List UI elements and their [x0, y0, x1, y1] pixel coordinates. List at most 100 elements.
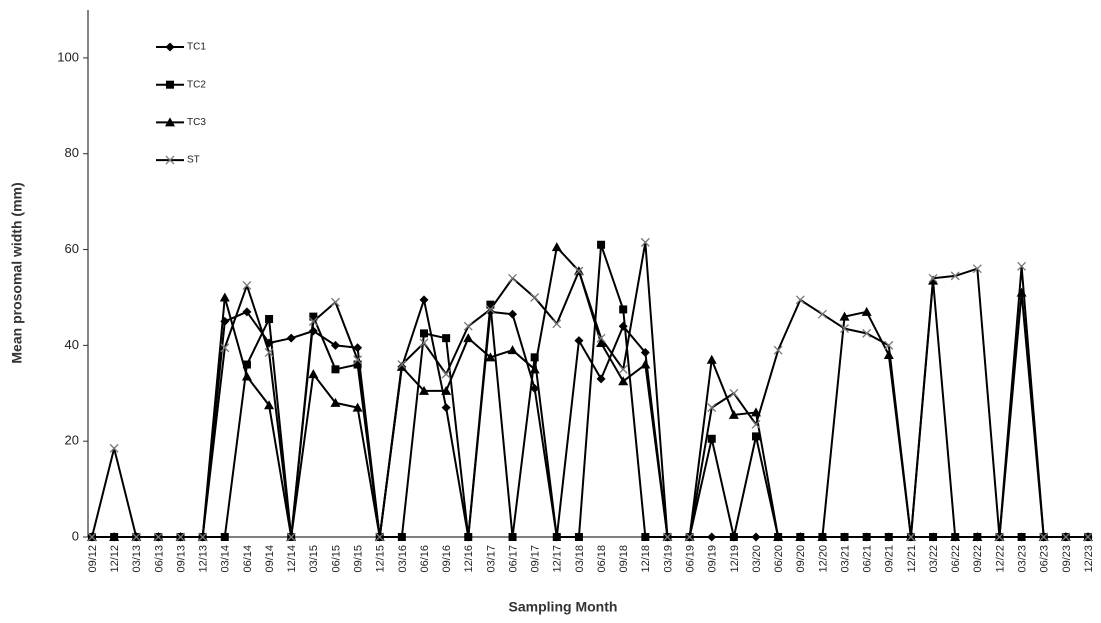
data-point [597, 240, 606, 249]
data-point [530, 383, 540, 393]
data-point [485, 304, 495, 314]
x-tick-label: 09/17 [530, 545, 542, 573]
x-tick-label: 09/13 [175, 545, 187, 573]
data-point [131, 532, 141, 542]
x-tick-label: 09/23 [1061, 545, 1073, 573]
data-point [618, 376, 629, 386]
data-point [707, 434, 716, 443]
data-point [773, 532, 784, 541]
data-point [950, 532, 961, 541]
x-tick-label: 12/21 [906, 545, 918, 573]
legend-marker [165, 155, 175, 165]
data-point [508, 309, 518, 319]
data-point [397, 360, 407, 369]
legend-label: ST [187, 155, 200, 166]
data-point [640, 237, 650, 247]
data-point [353, 343, 363, 353]
data-point [551, 242, 562, 252]
data-point [153, 532, 163, 542]
y-tick-label: 80 [65, 145, 79, 160]
data-point [861, 306, 872, 316]
data-point [420, 329, 428, 338]
legend-label: TC2 [187, 79, 206, 90]
data-point [707, 532, 717, 542]
data-point [574, 266, 584, 276]
data-point [884, 340, 894, 350]
data-point [640, 348, 650, 358]
data-point [795, 295, 805, 305]
data-point [442, 334, 451, 343]
data-point [640, 359, 651, 369]
data-point [751, 419, 761, 429]
x-tick-label: 09/18 [618, 545, 630, 573]
data-point [508, 273, 517, 283]
data-point [109, 532, 120, 541]
data-point [220, 533, 229, 541]
data-point [507, 345, 518, 355]
data-point [508, 533, 517, 541]
x-tick-label: 06/15 [330, 545, 342, 573]
x-tick-label: 03/14 [220, 545, 232, 573]
data-point [109, 443, 119, 453]
data-point [264, 348, 274, 358]
data-point [618, 364, 628, 374]
data-point [707, 403, 717, 413]
data-point [419, 295, 429, 305]
x-tick-label: 03/17 [485, 545, 497, 573]
x-tick-label: 12/18 [640, 545, 652, 573]
x-tick-label: 09/14 [264, 545, 276, 573]
data-point [840, 533, 849, 541]
data-point [375, 532, 385, 542]
legend-marker [166, 80, 174, 89]
data-point [950, 271, 960, 281]
data-point [308, 369, 319, 379]
x-tick-label: 09/16 [441, 545, 453, 573]
x-tick-label: 09/15 [353, 545, 365, 573]
data-point [552, 533, 561, 541]
x-tick-label: 12/16 [463, 545, 475, 573]
legend-label: TC1 [187, 42, 206, 53]
data-point [242, 307, 252, 317]
x-tick-label: 03/21 [839, 545, 851, 573]
x-tick-label: 03/15 [308, 545, 320, 573]
data-point [397, 533, 406, 541]
data-point [663, 532, 672, 542]
x-tick-label: 12/12 [109, 545, 121, 573]
x-tick-label: 09/22 [972, 545, 984, 573]
data-point [242, 281, 252, 290]
data-point [87, 532, 97, 542]
x-tick-label: 12/22 [994, 545, 1006, 573]
data-point [352, 402, 363, 412]
x-tick-label: 12/14 [286, 545, 298, 573]
data-point [972, 532, 983, 541]
y-tick-label: 60 [65, 241, 79, 256]
data-point [331, 365, 340, 374]
data-point [286, 532, 296, 542]
x-tick-label: 06/19 [685, 545, 697, 573]
data-point [353, 355, 363, 365]
data-point [751, 532, 761, 542]
x-tick-label: 09/20 [795, 545, 807, 573]
data-point [619, 305, 628, 314]
data-point [219, 292, 230, 302]
data-point [198, 532, 208, 542]
x-tick-label: 03/23 [1017, 545, 1029, 573]
data-point [995, 532, 1004, 542]
data-point [773, 345, 783, 355]
x-tick-label: 12/20 [817, 545, 829, 573]
data-point [685, 532, 695, 542]
x-tick-label: 12/19 [729, 545, 741, 573]
x-tick-label: 12/17 [552, 545, 564, 573]
x-tick-label: 09/21 [884, 545, 896, 573]
data-point [840, 324, 849, 334]
x-tick-label: 03/16 [397, 545, 409, 573]
x-tick-label: 06/20 [773, 545, 785, 573]
data-point [441, 385, 452, 395]
legend-marker [165, 42, 175, 52]
y-tick-label: 20 [65, 433, 79, 448]
data-point [463, 333, 474, 343]
data-point [485, 352, 496, 362]
x-tick-label: 09/12 [87, 545, 99, 573]
series-line [92, 243, 1088, 538]
